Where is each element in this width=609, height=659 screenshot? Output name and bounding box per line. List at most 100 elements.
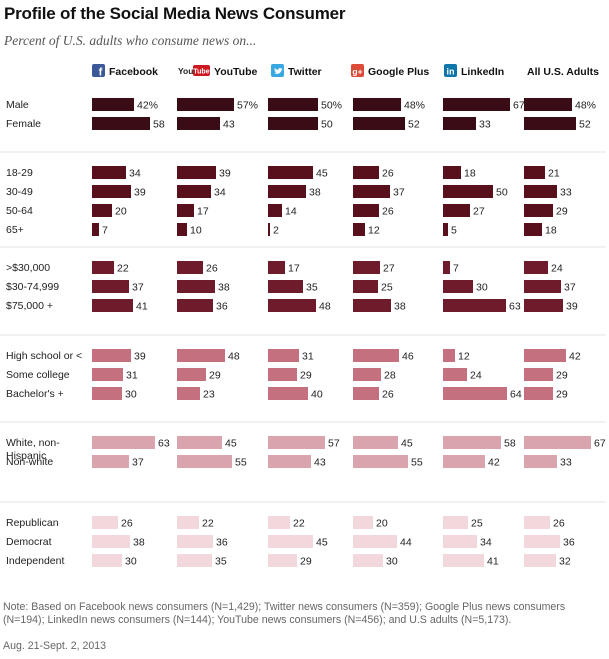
bar-twitter	[268, 223, 270, 236]
value-label-all: 24	[551, 263, 563, 275]
bar-facebook	[92, 535, 130, 548]
value-label-google: 26	[382, 168, 394, 180]
bar-facebook	[92, 166, 126, 179]
column-label-google-plus: Google Plus	[368, 66, 429, 78]
value-label-linkedin: 58	[504, 438, 516, 450]
bar-google	[353, 387, 379, 400]
column-label-youtube: YouTube	[214, 66, 258, 78]
column-header-youtube: You Tube YouTube	[178, 65, 258, 78]
bar-all	[524, 554, 556, 567]
youtube-icon: You Tube	[178, 65, 210, 76]
bar-youtube	[177, 387, 200, 400]
bar-twitter	[268, 387, 308, 400]
value-label-facebook: 37	[132, 282, 144, 294]
bar-google	[353, 349, 399, 362]
chart-row-income: >$30,000 22 26 17 27 7 24	[6, 261, 563, 275]
value-label-google: 26	[382, 389, 394, 401]
value-label-youtube: 36	[216, 301, 228, 313]
column-header-google-plus: g+ Google Plus	[351, 64, 429, 78]
bar-google	[353, 98, 401, 111]
value-label-twitter: 22	[293, 518, 305, 530]
bar-youtube	[177, 98, 234, 111]
bar-linkedin	[443, 204, 470, 217]
value-label-twitter: 50%	[321, 100, 342, 112]
row-label: High school or <	[6, 350, 82, 362]
row-label: 18-29	[6, 167, 33, 179]
youtube-logo-box-text: Tube	[193, 69, 209, 76]
value-label-youtube: 29	[209, 370, 221, 382]
google-plus-icon	[351, 64, 364, 77]
bar-linkedin	[443, 516, 468, 529]
bar-all	[524, 516, 550, 529]
value-label-twitter: 29	[300, 370, 312, 382]
facebook-icon-glyph: f	[99, 67, 103, 79]
linkedin-icon	[444, 64, 457, 77]
bar-google	[353, 368, 381, 381]
value-label-google: 44	[400, 537, 412, 549]
chart-row-education: High school or < 39 48 31 46 12 42	[6, 349, 581, 363]
bar-linkedin	[443, 280, 473, 293]
footnote: Note: Based on Facebook news consumers (…	[3, 601, 566, 626]
youtube-logo-prefix: You	[178, 66, 193, 76]
value-label-facebook: 39	[134, 351, 146, 363]
bar-facebook	[92, 280, 129, 293]
bar-all	[524, 387, 553, 400]
value-label-youtube: 34	[214, 187, 226, 199]
chart-row-income: $30-74,999 37 38 35 25 30 37	[6, 280, 576, 294]
bar-all	[524, 368, 553, 381]
value-label-twitter: 14	[285, 206, 297, 218]
bar-twitter	[268, 368, 297, 381]
value-label-google: 38	[394, 301, 406, 313]
value-label-all: 42	[569, 351, 581, 363]
bar-linkedin	[443, 261, 450, 274]
bar-all	[524, 455, 557, 468]
value-label-facebook: 22	[117, 263, 129, 275]
value-label-twitter: 45	[316, 168, 328, 180]
bar-facebook	[92, 387, 122, 400]
bar-twitter	[268, 280, 303, 293]
value-label-twitter: 45	[316, 537, 328, 549]
chart-row-party: Independent 30 35 29 30 41 32	[6, 554, 571, 568]
value-label-twitter: 35	[306, 282, 318, 294]
bar-youtube	[177, 516, 199, 529]
value-label-google: 25	[381, 282, 393, 294]
row-label: Independent	[6, 555, 64, 567]
value-label-facebook: 30	[125, 389, 137, 401]
bar-facebook	[92, 98, 134, 111]
bar-youtube	[177, 436, 222, 449]
value-label-all: 39	[566, 301, 578, 313]
row-label-line: Hispanic	[6, 450, 46, 462]
value-label-youtube: 36	[216, 537, 228, 549]
value-label-twitter: 40	[311, 389, 323, 401]
bar-linkedin	[443, 436, 501, 449]
facebook-icon	[92, 64, 105, 77]
value-label-all: 36	[563, 537, 575, 549]
bar-google	[353, 185, 390, 198]
bar-facebook	[92, 185, 131, 198]
column-header-twitter: Twitter	[271, 64, 322, 78]
bar-twitter	[268, 535, 313, 548]
bar-youtube	[177, 261, 203, 274]
chart-title: Profile of the Social Media News Consume…	[4, 4, 346, 23]
value-label-facebook: 26	[121, 518, 133, 530]
value-label-youtube: 55	[235, 457, 247, 469]
twitter-bird-glyph	[274, 68, 283, 74]
value-label-facebook: 42%	[137, 100, 158, 112]
bar-twitter	[268, 166, 313, 179]
column-label-all-adults: All U.S. Adults	[527, 66, 599, 78]
bar-facebook	[92, 204, 112, 217]
bar-youtube	[177, 535, 213, 548]
value-label-google: 20	[376, 518, 388, 530]
chart-row-race: Non-white 37 55 43 55 42 33	[6, 455, 572, 469]
value-label-linkedin: 41	[487, 556, 499, 568]
bar-youtube	[177, 280, 215, 293]
value-label-google: 30	[386, 556, 398, 568]
value-label-linkedin: 63	[509, 301, 521, 313]
value-label-all: 29	[556, 389, 568, 401]
chart-row-party: Republican 26 22 22 20 25 26	[6, 516, 565, 530]
bar-youtube	[177, 223, 187, 236]
value-label-all: 29	[556, 370, 568, 382]
chart-row-age: 65+ 7 10 2 12 5 18	[6, 223, 557, 237]
value-label-linkedin: 24	[470, 370, 482, 382]
bar-facebook	[92, 436, 155, 449]
